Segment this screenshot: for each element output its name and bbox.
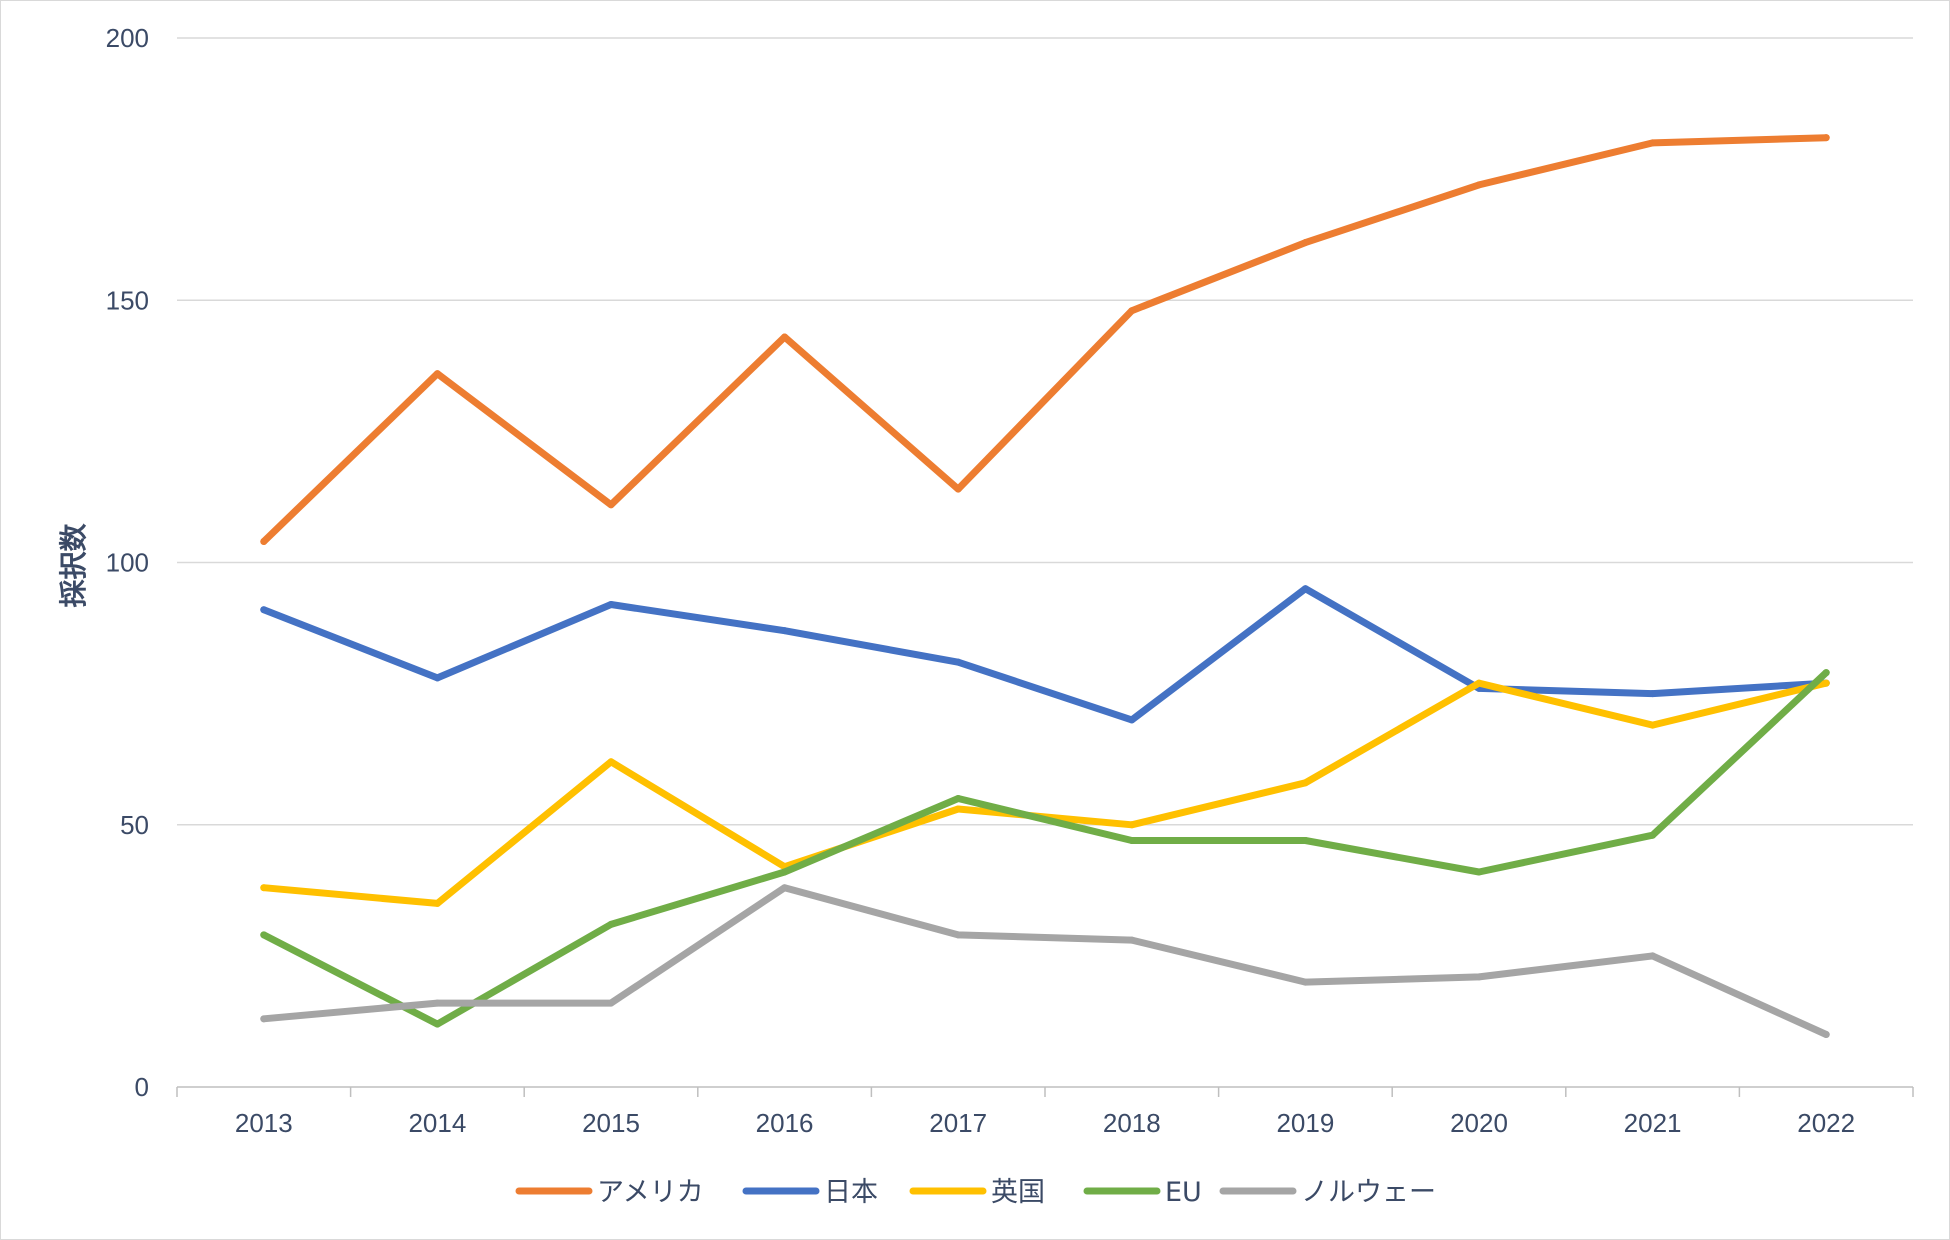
series-lines [260,134,1830,1039]
data-point [1301,978,1309,986]
data-point [607,758,615,766]
x-tick-label: 2014 [408,1108,466,1138]
series-line-3 [260,679,1830,907]
data-point [260,606,268,614]
x-tick-label: 2016 [756,1108,814,1138]
data-point [954,795,962,803]
data-point [954,805,962,813]
data-point [260,1015,268,1023]
y-axis-ticks: 0 50 100 150 200 [106,23,149,1102]
series-line-4 [260,669,1830,1028]
data-point [1128,836,1136,844]
data-point [433,1020,441,1028]
data-point [1128,821,1136,829]
series-line-1 [260,134,1830,545]
x-tick-label: 2017 [929,1108,987,1138]
data-point [1649,721,1657,729]
legend-label: アメリカ [597,1177,704,1208]
data-point [954,658,962,666]
x-axis [176,1086,1914,1097]
data-point [1822,1031,1830,1039]
data-point [781,884,789,892]
data-point [607,999,615,1007]
data-point [1301,779,1309,787]
series-line-5 [260,884,1830,1038]
data-point [607,501,615,509]
x-tick-label: 2015 [582,1108,640,1138]
legend-label: ノルウェー [1301,1177,1436,1208]
x-tick-label: 2022 [1797,1108,1855,1138]
data-point [433,370,441,378]
data-point [1649,139,1657,147]
data-point [1822,679,1830,687]
data-point [1649,690,1657,698]
data-point [1822,669,1830,677]
data-point [1475,973,1483,981]
y-tick-label: 150 [106,285,149,315]
x-tick-label: 2020 [1450,1108,1508,1138]
data-point [1301,836,1309,844]
data-point [1475,868,1483,876]
data-point [1128,936,1136,944]
data-point [781,627,789,635]
data-point [954,931,962,939]
x-axis-ticks: 2013 2014 2015 2016 2017 2018 2019 2020 2021 2022 [235,1108,1855,1138]
x-tick-label: 2013 [235,1108,293,1138]
data-point [1649,952,1657,960]
data-point [1128,716,1136,724]
data-point [433,999,441,1007]
legend: アメリカ 日本 英国 EU ノルウェー [515,1177,1436,1208]
legend-label: 英国 [991,1177,1045,1208]
data-point [433,674,441,682]
y-tick-label: 200 [106,23,149,53]
data-point [607,920,615,928]
data-point [1822,134,1830,142]
x-tick-label: 2018 [1103,1108,1161,1138]
gridlines [177,37,1913,826]
data-point [954,485,962,493]
data-point [1475,679,1483,687]
x-tick-label: 2019 [1276,1108,1334,1138]
y-tick-label: 0 [135,1072,149,1102]
data-point [260,538,268,546]
series-line-2 [260,585,1830,724]
data-point [607,600,615,608]
data-point [433,899,441,907]
legend-label: 日本 [824,1177,878,1208]
data-point [1649,831,1657,839]
data-point [781,868,789,876]
data-point [1301,239,1309,247]
data-point [260,931,268,939]
legend-label: EU [1165,1177,1202,1208]
y-tick-label: 100 [106,548,149,578]
data-point [1128,307,1136,315]
data-point [1301,585,1309,593]
data-point [1475,181,1483,189]
x-tick-label: 2021 [1624,1108,1682,1138]
y-tick-label: 50 [120,810,149,840]
data-point [260,884,268,892]
y-axis-title: 採択数 [57,523,90,608]
data-point [781,333,789,341]
